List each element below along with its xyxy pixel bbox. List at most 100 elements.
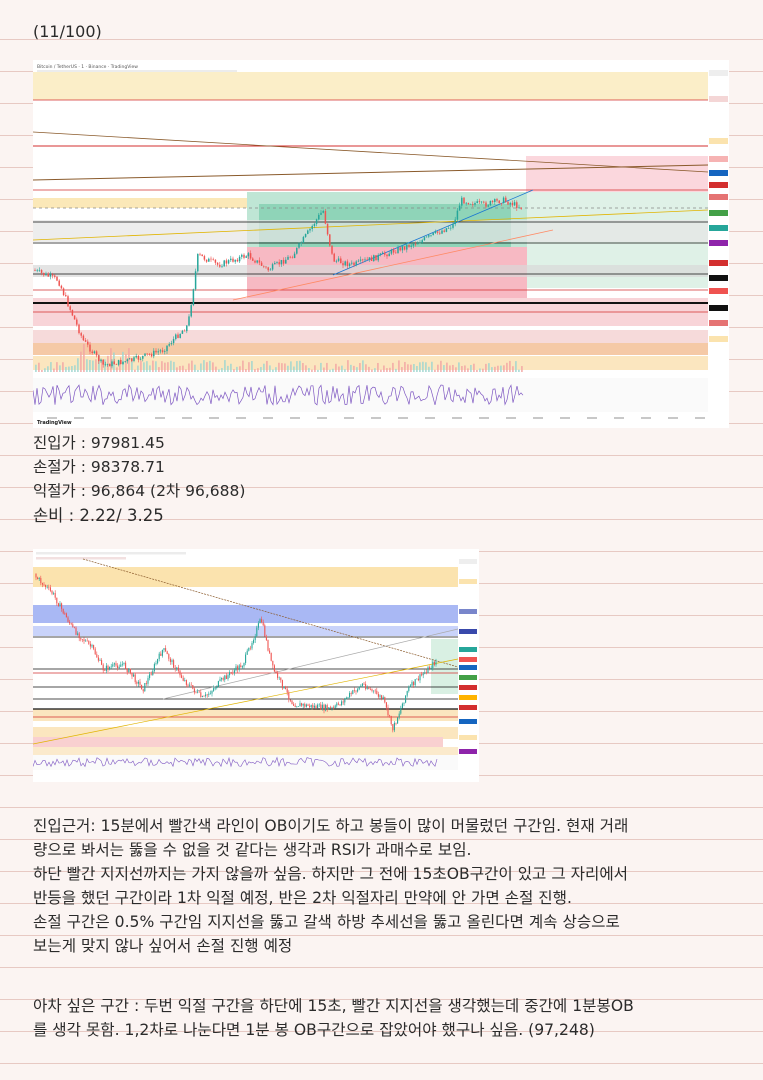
candle <box>84 340 87 342</box>
volume-bar <box>491 367 493 372</box>
volume-bar <box>254 369 256 372</box>
candle <box>261 619 263 623</box>
candle <box>144 353 146 356</box>
candle <box>385 702 387 708</box>
volume-bar <box>479 368 481 372</box>
candle <box>105 665 107 671</box>
candle <box>246 650 248 655</box>
time-tick <box>371 417 381 419</box>
candle <box>209 693 211 695</box>
candle <box>121 663 123 665</box>
candle <box>238 665 240 670</box>
candle <box>348 263 351 267</box>
candle <box>83 639 85 642</box>
candle <box>129 668 131 674</box>
candle <box>78 324 80 334</box>
candle <box>267 640 269 651</box>
volume-bar <box>146 361 148 372</box>
candle <box>355 690 357 692</box>
target-price: 익절가 : 96,864 (2차 96,688) <box>33 482 246 500</box>
volume-bar <box>62 362 64 372</box>
price-tag <box>709 336 728 342</box>
volume-bar <box>212 362 214 372</box>
candle <box>155 350 157 353</box>
grey-band <box>33 220 708 242</box>
candle <box>65 295 67 297</box>
candle <box>430 235 432 236</box>
candle <box>54 275 56 277</box>
candle <box>349 693 351 698</box>
candle <box>49 587 51 591</box>
volume-bar <box>128 348 130 372</box>
candle <box>113 361 115 365</box>
volume-bar <box>194 364 196 372</box>
candle <box>433 661 435 665</box>
price-tag <box>709 96 728 102</box>
candle <box>384 697 386 703</box>
candle <box>214 259 217 263</box>
candle <box>77 633 79 635</box>
time-tick <box>155 417 165 419</box>
volume-bar <box>227 365 229 372</box>
candle <box>186 325 188 332</box>
candle <box>305 704 307 707</box>
time-tick <box>209 417 219 419</box>
candle <box>417 243 419 245</box>
volume-bar <box>245 369 247 372</box>
volume-bar <box>500 365 502 372</box>
candle <box>313 705 315 708</box>
candle <box>211 690 213 694</box>
volume-bar <box>251 361 253 372</box>
candle <box>168 344 170 346</box>
candle <box>64 613 66 614</box>
candle <box>507 201 509 205</box>
price-tag <box>459 705 477 710</box>
candle <box>145 683 147 684</box>
candle <box>352 690 354 694</box>
volume-bar <box>155 361 157 372</box>
candles-layer <box>34 195 522 369</box>
price-tag <box>459 735 477 740</box>
candle <box>315 219 318 224</box>
candle <box>312 704 314 708</box>
candle <box>502 197 505 204</box>
volume-bar <box>494 366 496 372</box>
volume-bar <box>386 368 388 372</box>
candle <box>416 678 418 680</box>
price-tag <box>459 749 477 754</box>
candle <box>120 664 122 667</box>
candle <box>263 265 265 267</box>
candle <box>509 202 511 205</box>
candle <box>236 259 239 262</box>
candle <box>329 234 331 246</box>
candle <box>329 707 331 708</box>
candle <box>297 706 299 707</box>
candle <box>344 698 346 703</box>
candle <box>315 705 317 709</box>
volume-bar <box>362 360 364 372</box>
candle <box>241 666 243 668</box>
candle <box>124 361 126 362</box>
time-tick <box>344 417 354 419</box>
candle <box>278 677 280 679</box>
price-tag <box>709 156 728 162</box>
candle <box>166 345 168 352</box>
candle <box>65 613 67 618</box>
entry-reason-paragraph: 진입근거: 15분에서 빨간색 라인이 OB이기도 하고 봉들이 많이 머물렀던… <box>33 814 733 958</box>
candle <box>126 359 129 362</box>
volume-bar <box>224 360 226 372</box>
stop-price: 손절가 : 98378.71 <box>33 458 165 476</box>
volume-bar <box>377 362 379 372</box>
candle <box>410 245 412 247</box>
candle <box>49 274 52 277</box>
candle <box>421 674 423 676</box>
candle <box>518 207 520 209</box>
candle <box>176 667 178 670</box>
candle <box>478 201 481 202</box>
candle <box>324 210 327 224</box>
time-tick <box>317 417 327 419</box>
candle <box>85 640 87 642</box>
candle <box>382 697 384 699</box>
price-tag <box>709 288 728 294</box>
candle <box>395 722 397 724</box>
